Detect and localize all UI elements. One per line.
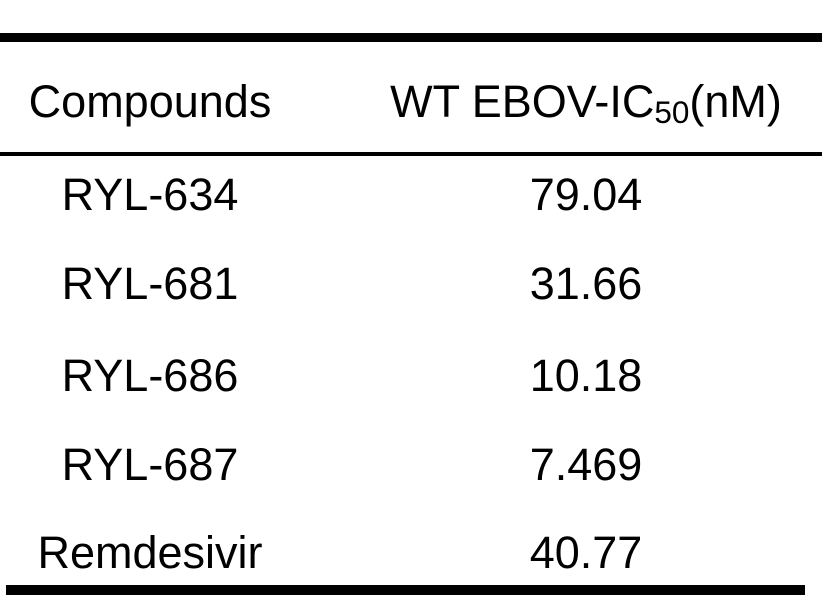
- compound-name: RYL-686: [61, 350, 239, 401]
- ic50-value-cell: 31.66: [350, 239, 822, 329]
- ic50-value: 7.469: [529, 439, 643, 490]
- compound-name-cell: RYL-634: [0, 150, 300, 240]
- compound-name: RYL-687: [61, 439, 239, 490]
- ic50-label-unit: (nM): [689, 76, 782, 127]
- compound-name-cell: RYL-681: [0, 239, 300, 329]
- table-row: RYL-681 31.66: [0, 239, 822, 329]
- ic50-value-cell: 79.04: [350, 150, 822, 240]
- compound-name-cell: RYL-686: [0, 331, 300, 421]
- column-header-compounds-label: Compounds: [28, 76, 272, 127]
- table-row: RYL-687 7.469: [0, 420, 822, 510]
- table-row: RYL-686 10.18: [0, 331, 822, 421]
- column-header-ic50-label: WT EBOV-IC50(nM): [390, 76, 782, 128]
- table-header-row: Compounds WT EBOV-IC50(nM): [0, 52, 822, 152]
- compound-name: Remdesivir: [37, 527, 263, 578]
- ic50-value-cell: 10.18: [350, 331, 822, 421]
- table-row: Remdesivir 40.77: [0, 508, 822, 598]
- compound-name: RYL-681: [61, 258, 239, 309]
- ic50-subscript: 50: [654, 93, 690, 130]
- compound-name-cell: Remdesivir: [0, 508, 300, 598]
- compound-name-cell: RYL-687: [0, 420, 300, 510]
- table-row: RYL-634 79.04: [0, 150, 822, 240]
- ic50-value: 40.77: [529, 527, 643, 578]
- ic50-label-prefix: WT EBOV-IC: [390, 76, 655, 127]
- ic50-value-cell: 7.469: [350, 420, 822, 510]
- table-top-rule: [0, 33, 822, 42]
- ic50-value-cell: 40.77: [350, 508, 822, 598]
- table-header-rule: [0, 152, 822, 156]
- compound-name: RYL-634: [61, 169, 239, 220]
- column-header-ic50: WT EBOV-IC50(nM): [350, 52, 822, 152]
- ic50-value: 10.18: [529, 350, 643, 401]
- ic50-value: 79.04: [529, 169, 643, 220]
- table-bottom-rule: [6, 585, 805, 595]
- ic50-value: 31.66: [529, 258, 643, 309]
- column-header-compounds: Compounds: [0, 52, 300, 152]
